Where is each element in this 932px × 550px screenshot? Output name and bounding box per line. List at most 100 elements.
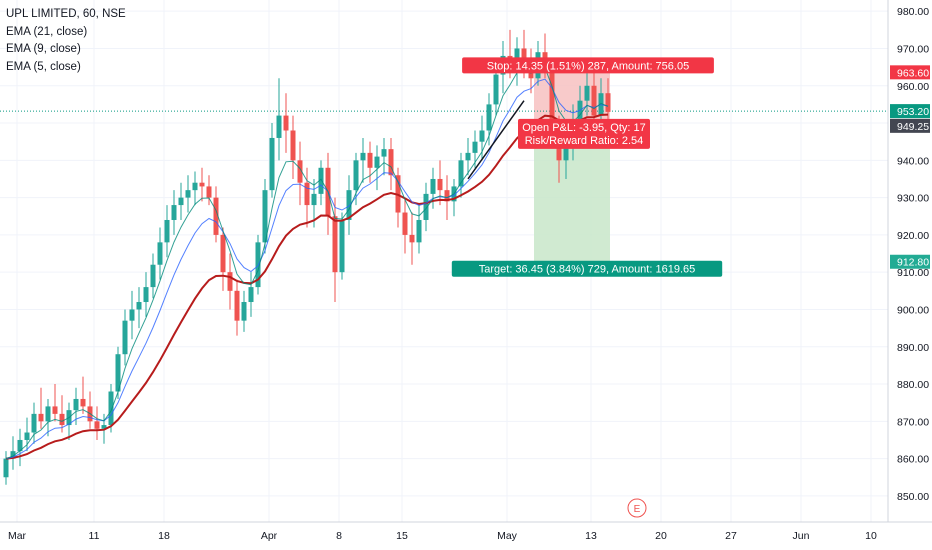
- candle[interactable]: [297, 141, 303, 206]
- event-marker[interactable]: E: [627, 498, 647, 518]
- candle[interactable]: [31, 402, 37, 444]
- candle[interactable]: [45, 398, 51, 437]
- grid: [0, 0, 888, 522]
- candle[interactable]: [283, 93, 289, 153]
- price-tick-label: 910.00: [897, 267, 929, 279]
- candle-body: [164, 219, 170, 243]
- candle[interactable]: [269, 123, 275, 198]
- price-tick-label: 850.00: [897, 491, 929, 503]
- candle-body: [206, 186, 212, 198]
- time-tick-label: May: [497, 530, 518, 542]
- candle[interactable]: [437, 160, 443, 206]
- candle-body: [248, 287, 254, 303]
- stop-price-tag[interactable]: 963.60: [890, 65, 930, 80]
- stop-label[interactable]: Stop: 14.35 (1.51%) 287, Amount: 756.05: [462, 57, 714, 74]
- candle[interactable]: [290, 115, 296, 179]
- candle-body: [374, 156, 380, 168]
- candle-body: [129, 309, 135, 321]
- candle[interactable]: [227, 253, 233, 310]
- target-price-tag[interactable]: 912.80: [890, 254, 930, 269]
- candle[interactable]: [108, 384, 114, 433]
- candle[interactable]: [304, 167, 310, 228]
- candle[interactable]: [465, 137, 471, 176]
- candle-body: [290, 130, 296, 161]
- candle-body: [192, 182, 198, 191]
- candle-body: [402, 212, 408, 235]
- candle[interactable]: [87, 391, 93, 429]
- stop-label-text: Stop: 14.35 (1.51%) 287, Amount: 756.05: [487, 60, 689, 72]
- candle[interactable]: [381, 137, 387, 176]
- price-axis[interactable]: 850.00 860.00 870.00 880.00 890.00 900.00 910.…: [887, 0, 932, 550]
- candle[interactable]: [241, 290, 247, 332]
- candle-body: [178, 197, 184, 206]
- candle[interactable]: [164, 205, 170, 258]
- candle[interactable]: [339, 212, 345, 280]
- candle[interactable]: [430, 167, 436, 209]
- candle[interactable]: [486, 93, 492, 146]
- candle-body: [185, 190, 191, 198]
- entry-price-tag[interactable]: 949.25: [890, 118, 930, 133]
- event-marker-letter: E: [634, 504, 641, 515]
- candle-body: [171, 205, 177, 220]
- candle[interactable]: [157, 227, 163, 280]
- price-tick-label: 960.00: [897, 81, 929, 93]
- candle[interactable]: [52, 384, 58, 422]
- candle[interactable]: [388, 137, 394, 191]
- time-tick-label: 15: [396, 530, 408, 542]
- time-axis[interactable]: Mar1118Apr815May132027Jun1017: [0, 521, 932, 542]
- candle[interactable]: [136, 287, 142, 329]
- candle[interactable]: [234, 279, 240, 336]
- candle[interactable]: [143, 272, 149, 317]
- candle[interactable]: [325, 152, 331, 235]
- candle[interactable]: [332, 197, 338, 303]
- candle[interactable]: [17, 428, 23, 467]
- candle[interactable]: [318, 160, 324, 206]
- candle[interactable]: [150, 253, 156, 299]
- candle[interactable]: [129, 290, 135, 340]
- candle[interactable]: [10, 436, 16, 470]
- candle[interactable]: [38, 387, 44, 429]
- legend-ema-21: EMA (21, close): [6, 25, 88, 38]
- candle[interactable]: [178, 182, 184, 220]
- candle[interactable]: [3, 451, 9, 485]
- legend-ema-9: EMA (9, close): [6, 43, 81, 55]
- candle[interactable]: [262, 178, 268, 254]
- candle[interactable]: [171, 190, 177, 235]
- candle[interactable]: [395, 167, 401, 228]
- candle[interactable]: [59, 395, 65, 433]
- candle[interactable]: [94, 406, 100, 440]
- target-label-bg: [451, 260, 723, 277]
- candle[interactable]: [416, 205, 422, 254]
- candle[interactable]: [206, 175, 212, 206]
- candle[interactable]: [192, 171, 198, 206]
- candle[interactable]: [423, 182, 429, 232]
- candle[interactable]: [276, 78, 282, 161]
- trendline[interactable]: [467, 100, 525, 180]
- candle[interactable]: [409, 212, 415, 265]
- candle[interactable]: [220, 227, 226, 291]
- candle[interactable]: [199, 167, 205, 202]
- candle[interactable]: [402, 197, 408, 254]
- rr-label: Risk/Reward Ratio: 2.54: [525, 135, 644, 147]
- candle[interactable]: [185, 175, 191, 213]
- candle[interactable]: [115, 346, 121, 399]
- candle[interactable]: [213, 186, 219, 243]
- candle[interactable]: [66, 402, 72, 440]
- candle[interactable]: [360, 137, 366, 183]
- current-price-tag[interactable]: 953.20: [890, 104, 930, 119]
- candle[interactable]: [80, 376, 86, 414]
- candle[interactable]: [374, 145, 380, 191]
- candle[interactable]: [479, 115, 485, 161]
- target-label[interactable]: Target: 36.45 (3.84%) 729, Amount: 1619.…: [451, 260, 723, 277]
- candle[interactable]: [458, 152, 464, 198]
- candle[interactable]: [346, 175, 352, 235]
- candle-body: [360, 152, 366, 161]
- price-tick-label: 970.00: [897, 43, 929, 55]
- candle[interactable]: [122, 309, 128, 366]
- time-tick-label: Mar: [8, 530, 27, 542]
- candle[interactable]: [24, 417, 30, 452]
- candle[interactable]: [248, 272, 254, 317]
